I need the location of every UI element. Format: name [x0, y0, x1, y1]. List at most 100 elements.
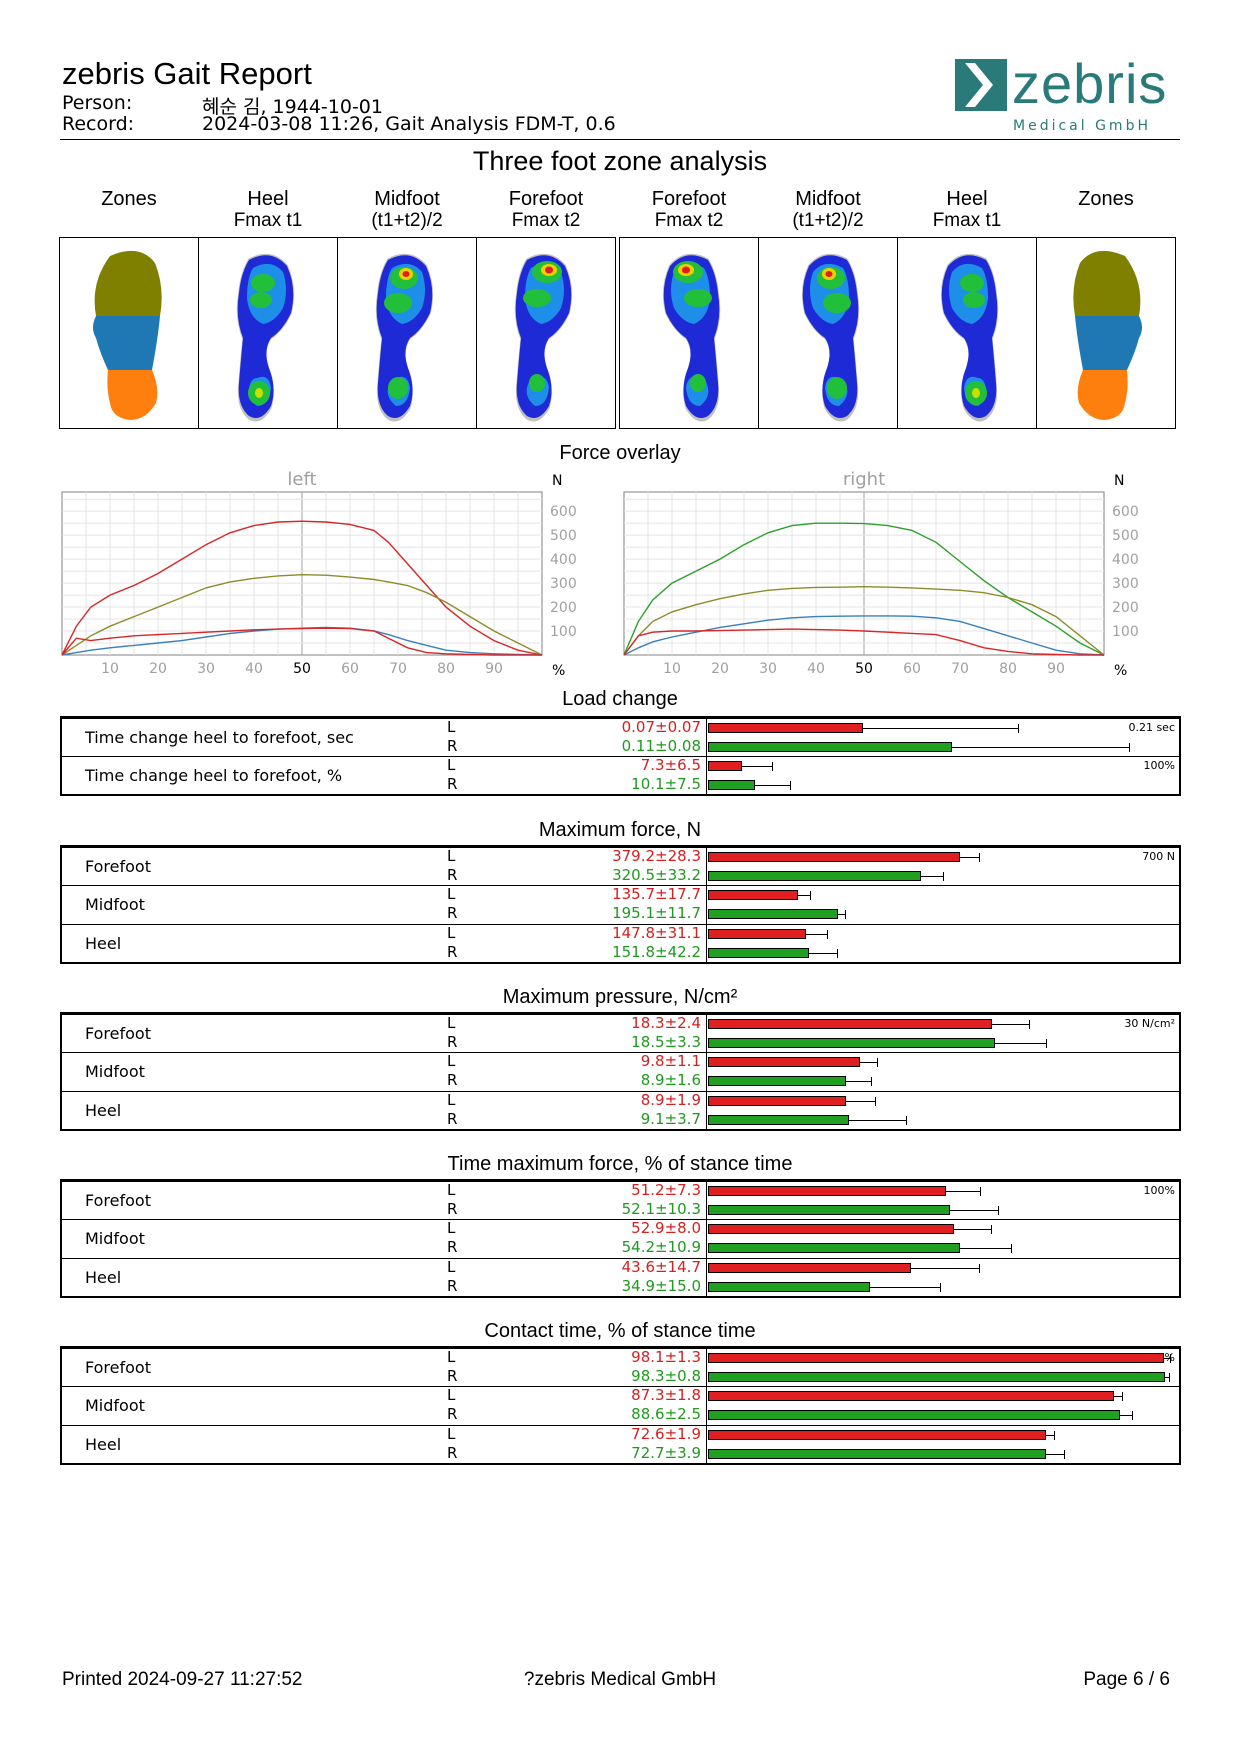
x-tick-label: 10: [663, 661, 681, 677]
printed-date: Printed 2024-09-27 11:27:52: [62, 1669, 303, 1690]
error-bar: [1113, 1396, 1123, 1398]
y-tick-label: 100: [550, 624, 577, 640]
zone-column-header: Zones: [1036, 189, 1176, 210]
force-chart-left-svg: left N 100 200 300 400 500 600 10 20 30 40 50 60 70 80 9…: [61, 469, 577, 679]
row-label: Midfoot: [85, 1396, 145, 1416]
force-chart-right-svg: right N 100 200 300 400 500 600 10 20 30 40 50 60 70 80…: [623, 469, 1139, 679]
zone-column-title: Zones: [1078, 188, 1134, 210]
error-bar: [808, 952, 837, 954]
x-tick-label: 10: [101, 661, 119, 677]
error-cap: [1018, 724, 1019, 733]
x-tick-label: 20: [149, 661, 167, 677]
zone-column-title: Forefoot: [508, 188, 584, 210]
error-bar: [754, 785, 790, 786]
column-divider: [706, 847, 707, 962]
error-cap: [1168, 1373, 1170, 1383]
side-label: L: [447, 1014, 456, 1032]
zone-column-title: Zones: [101, 188, 157, 210]
chart-title: left: [287, 469, 316, 490]
table-row: Forefoot 700 N L 379.2±28.3 R 320.5±33.2: [62, 847, 1179, 886]
max-force-title: Maximum force, N: [538, 819, 702, 841]
error-cap: [826, 929, 828, 939]
side-value: 87.3±1.8: [631, 1386, 701, 1405]
footer-company: ?zebris Medical GmbH: [523, 1669, 717, 1690]
pressure-map-image: [662, 253, 721, 422]
pressure-map-image: [236, 253, 295, 422]
row-label: Forefoot: [85, 1358, 151, 1378]
max-pressure-table: Forefoot 30 N/cm² L 18.3±2.4 R 18.5±3.3 Midfoo…: [60, 1012, 1181, 1131]
error-bar: [953, 1229, 992, 1231]
error-cap: [942, 872, 944, 882]
table-row: Heel L 72.6±1.9 R 72.7±3.9: [62, 1424, 1179, 1464]
contact-time-table: Forefoot100%L98.1±1.3R98.3±0.8MidfootL87…: [60, 1346, 1181, 1465]
error-bar: [837, 914, 846, 916]
mean-bar: [708, 761, 742, 771]
y-tick-label: 100: [1112, 624, 1139, 640]
x-tick-label: 90: [485, 661, 503, 677]
mean-bar: [708, 1429, 1046, 1440]
row-label: Heel: [85, 1267, 122, 1287]
force-series-line: [623, 585, 1105, 656]
row-label: Midfoot: [85, 895, 145, 915]
side-label: R: [447, 1071, 458, 1090]
mean-bar: [708, 1243, 961, 1254]
y-tick-label: 200: [1112, 600, 1139, 616]
side-label: R: [447, 1443, 458, 1462]
error-cap: [870, 1077, 872, 1087]
force-chart-left: left N 100 200 300 400 500 600 10 20 30 40 50 60 70 80 9…: [60, 465, 590, 680]
error-cap: [1054, 1430, 1056, 1440]
mean-bar: [708, 1019, 992, 1029]
error-cap: [940, 1282, 942, 1292]
y-tick-label: 400: [550, 552, 577, 568]
zone-column-header: Midfoot (t1+t2)/2: [758, 189, 898, 232]
logo-subtitle: Medical GmbH: [1013, 118, 1151, 134]
mean-bar: [708, 871, 921, 882]
x-tick-label: 30: [759, 661, 777, 677]
side-label: L: [447, 718, 456, 736]
side-value: 54.2±10.9: [621, 1238, 701, 1257]
right-foot-panel: [619, 237, 1176, 429]
side-label: R: [447, 737, 458, 755]
y-tick-label: 200: [550, 600, 577, 616]
left-zones-cell: [60, 238, 199, 428]
report-title: zebris Gait Report: [62, 56, 312, 91]
mean-bar: [708, 723, 863, 733]
error-cap: [1064, 1449, 1066, 1459]
mean-bar: [708, 1186, 947, 1196]
row-label: Time change heel to forefoot, %: [85, 766, 343, 785]
x-tick-label: 70: [951, 661, 969, 677]
force-series-line: [623, 522, 1105, 656]
scale-max-label: 100%: [1143, 1184, 1175, 1197]
mean-bar: [708, 1076, 846, 1087]
x-unit-label: %: [552, 663, 565, 679]
zone-column-subtitle: (t1+t2)/2: [792, 210, 864, 231]
error-cap: [1170, 1354, 1172, 1363]
side-label: R: [447, 775, 458, 793]
error-bar: [741, 766, 773, 767]
error-cap: [978, 853, 980, 862]
error-bar: [994, 1043, 1046, 1045]
x-tick-label: 20: [711, 661, 729, 677]
side-value: 52.1±10.3: [621, 1200, 701, 1219]
x-tick-label: 40: [245, 661, 263, 677]
side-label: L: [447, 923, 456, 942]
side-label: R: [447, 1200, 458, 1219]
error-cap: [1045, 1039, 1047, 1049]
table-row: Midfoot L 52.9±8.0 R 54.2±10.9: [62, 1219, 1179, 1258]
mean-bar: [708, 1281, 871, 1292]
record-value: 2024-03-08 11:26, Gait Analysis FDM-T, 0…: [202, 113, 616, 135]
force-series-line: [623, 615, 1105, 656]
left-foot-panel: [59, 237, 616, 429]
side-label: L: [447, 1348, 456, 1366]
logo-wordmark: zebris: [1012, 52, 1168, 115]
person-row: Person: 혜순 김, 1944-10-01: [0, 92, 700, 118]
y-tick-label: 300: [550, 576, 577, 592]
error-cap: [979, 1263, 981, 1273]
zone-column-subtitle: Fmax t2: [654, 210, 724, 231]
mean-bar: [708, 909, 838, 920]
side-value: 10.1±7.5: [631, 775, 701, 793]
side-value: 18.3±2.4: [631, 1014, 701, 1032]
side-label: R: [447, 1276, 458, 1295]
column-divider: [706, 1181, 707, 1296]
scale-max-label: 100%: [1143, 759, 1175, 772]
